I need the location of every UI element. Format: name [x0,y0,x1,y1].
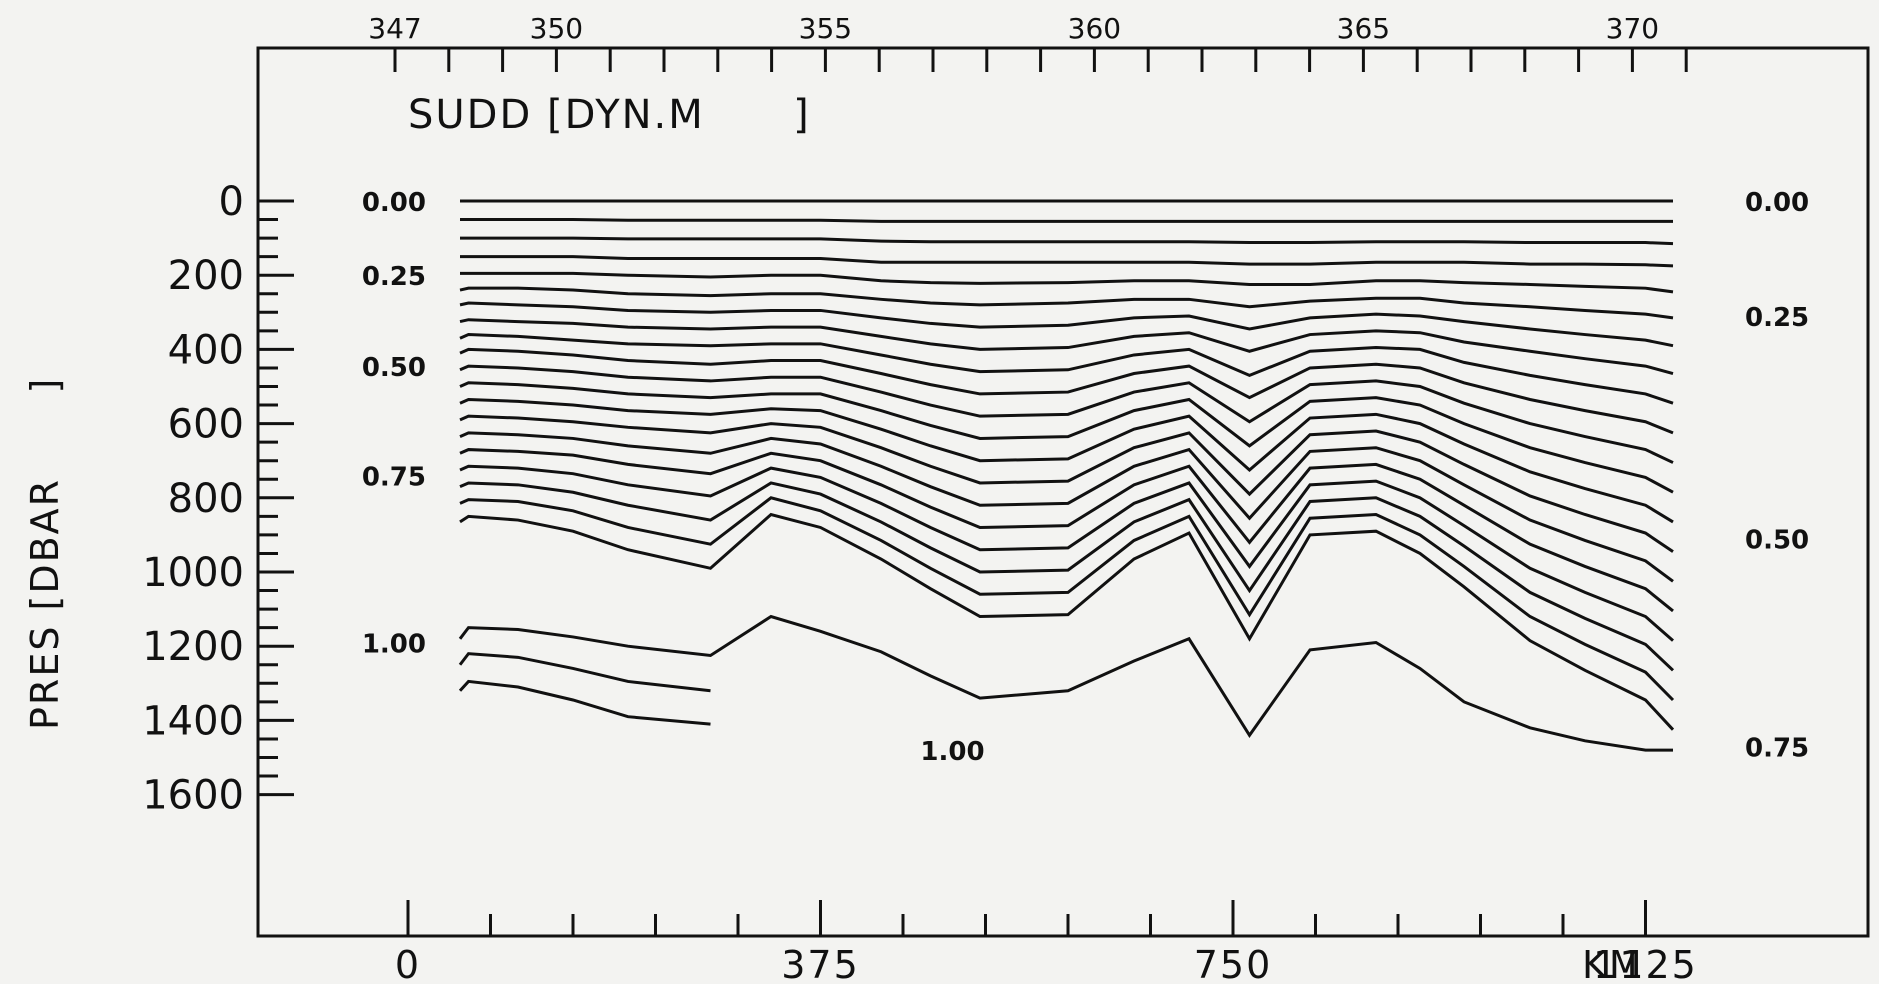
bottom-axis-tick-label: 750 [1194,943,1273,984]
contour-label-left: 0.25 [362,262,426,292]
y-axis-tick-label: 1400 [142,698,244,744]
contour-line-1.10 [458,679,711,726]
contour-line-0.80 [459,464,1674,642]
x-axis-unit-label: KM [1582,943,1644,984]
y-axis-tick-label: 0 [219,179,244,225]
contour-line-0.35 [459,318,1674,375]
y-axis-tick-label: 800 [168,476,244,522]
top-axis: 347 350 355 360 365 370 [368,12,1688,72]
contour-line-0.65 [459,414,1674,553]
contour-line-0.10 [460,236,1674,246]
bottom-axis-tick-label: 0 [395,943,421,984]
y-axis-tick-label: 1000 [142,550,244,596]
contour-line-0.20 [460,271,1674,294]
bottom-axis: 0 375 750 1125 [395,900,1698,984]
contour-line-0.60 [459,397,1674,524]
top-axis-tick-label: 347 [368,12,421,45]
contour-label-right: 0.50 [1745,526,1809,556]
contour-line-0.95 [459,512,1675,731]
y-axis-label: PRES [DBAR ] [23,377,67,730]
contour-line-0.70 [459,431,1674,583]
contour-label-right: 0.25 [1745,303,1809,333]
chart-title: SUDD [DYN.M ] [408,92,811,138]
bottom-axis-tick-label: 375 [781,943,860,984]
contour-line-1.00 [458,614,1673,752]
y-axis-tick-label: 600 [168,402,244,448]
contour-line-0.55 [459,381,1674,494]
contour-labels: 0.00 0.25 0.50 0.75 1.00 0.00 0.25 0.50 0.75 1.00 [362,188,1809,767]
contour-label-left: 0.00 [362,188,426,218]
y-axis-tick-label: 200 [168,253,244,299]
contour-label-right: 0.75 [1745,733,1809,763]
contour-line-0.50 [459,364,1674,464]
contour-label-left: 0.50 [362,353,426,383]
contour-line-0.15 [460,255,1674,268]
top-axis-tick-label: 355 [799,12,852,45]
top-axis-tick-label: 350 [530,12,583,45]
top-axis-tick-label: 360 [1068,12,1121,45]
contour-label-inline: 1.00 [920,737,984,767]
contour-line-0.30 [459,301,1674,348]
y-axis-tick-label: 400 [168,327,244,373]
contour-line-0.75 [459,448,1674,613]
top-axis-tick-label: 370 [1606,12,1659,45]
plot-frame [256,46,1870,938]
contour-line-0.25 [459,286,1674,320]
contour-line-0.40 [459,333,1674,405]
top-axis-tick-label: 365 [1337,12,1390,45]
contour-line-0.05 [460,218,1673,223]
contour-line-0.90 [459,496,1675,702]
contour-label-left: 1.00 [362,629,426,659]
contour-line-0.85 [459,481,1675,672]
contour-line-0.45 [459,347,1674,435]
contour-label-left: 0.75 [362,463,426,493]
y-axis-tick-label: 1200 [142,624,244,670]
y-axis: 0 200 400 600 800 1000 1200 1400 1600 [142,179,294,819]
y-axis-tick-label: 1600 [142,773,244,819]
contour-lines [458,199,1675,752]
bottom-axis-tick-label: 1125 [1593,943,1698,984]
contour-line-1.05 [458,652,711,693]
contour-label-right: 0.00 [1745,188,1809,218]
